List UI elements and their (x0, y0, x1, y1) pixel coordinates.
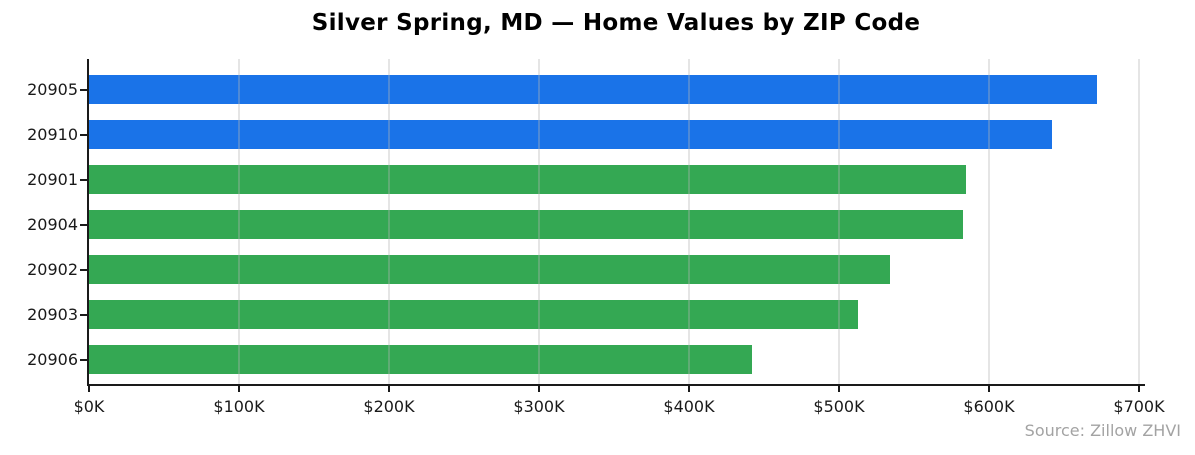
y-tick-20901 (80, 179, 87, 181)
gridline-$500K (838, 59, 840, 384)
bar-20903 (89, 300, 858, 329)
gridline-$100K (238, 59, 240, 384)
y-tick-label-20901: 20901 (27, 170, 78, 189)
gridline-$200K (388, 59, 390, 384)
x-tick-$400K (688, 386, 690, 392)
y-tick-20903 (80, 314, 87, 316)
x-tick-$100K (238, 386, 240, 392)
source-attribution: Source: Zillow ZHVI (1024, 421, 1181, 440)
gridline-$400K (688, 59, 690, 384)
x-tick-label-$400K: $400K (663, 397, 715, 416)
bar-20906 (89, 345, 752, 374)
x-tick-$500K (838, 386, 840, 392)
x-tick-label-$200K: $200K (363, 397, 415, 416)
y-tick-20904 (80, 224, 87, 226)
x-tick-label-$0K: $0K (73, 397, 105, 416)
y-tick-label-20910: 20910 (27, 125, 78, 144)
bar-20904 (89, 210, 963, 239)
y-axis-line (87, 59, 89, 386)
bar-20905 (89, 75, 1097, 104)
x-tick-$600K (988, 386, 990, 392)
y-tick-label-20904: 20904 (27, 215, 78, 234)
x-tick-label-$700K: $700K (1113, 397, 1165, 416)
y-tick-20906 (80, 359, 87, 361)
bar-20901 (89, 165, 966, 194)
y-tick-20905 (80, 89, 87, 91)
x-tick-label-$100K: $100K (213, 397, 265, 416)
x-axis-line (87, 384, 1145, 386)
x-tick-$700K (1138, 386, 1140, 392)
y-tick-20902 (80, 269, 87, 271)
chart-title: Silver Spring, MD — Home Values by ZIP C… (311, 10, 921, 36)
x-tick-$0K (88, 386, 90, 392)
gridline-$300K (538, 59, 540, 384)
bar-20902 (89, 255, 890, 284)
y-tick-label-20906: 20906 (27, 350, 78, 369)
y-tick-label-20903: 20903 (27, 305, 78, 324)
x-tick-label-$300K: $300K (513, 397, 565, 416)
x-tick-$300K (538, 386, 540, 392)
bar-20910 (89, 120, 1052, 149)
y-tick-label-20902: 20902 (27, 260, 78, 279)
gridline-$700K (1138, 59, 1140, 384)
y-tick-20910 (80, 134, 87, 136)
x-tick-$200K (388, 386, 390, 392)
x-tick-label-$500K: $500K (813, 397, 865, 416)
y-tick-label-20905: 20905 (27, 80, 78, 99)
plot-area: $0K $100K $200K $300K $400K $500K $600K $700K 2… (27, 59, 1165, 416)
gridline-$600K (988, 59, 990, 384)
x-tick-label-$600K: $600K (963, 397, 1015, 416)
